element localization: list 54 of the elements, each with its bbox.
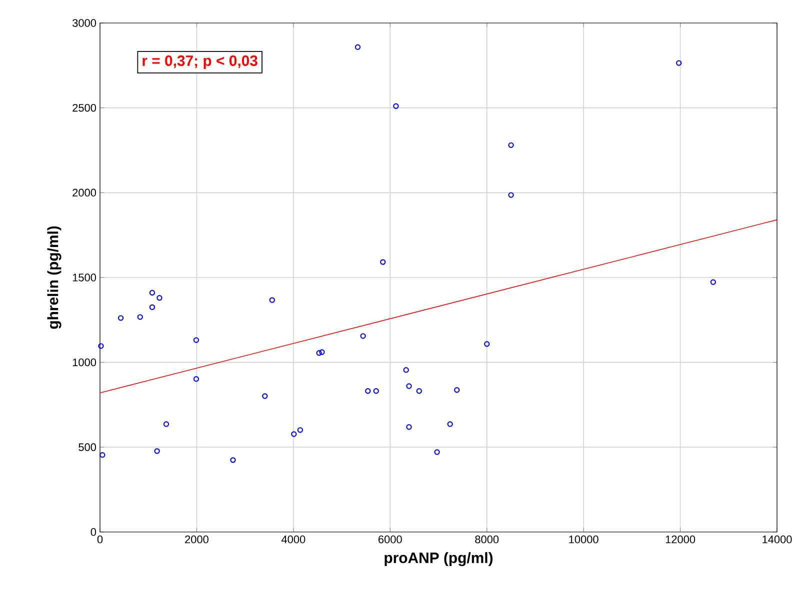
y-tick-label: 0 <box>90 528 96 536</box>
point <box>454 387 460 393</box>
point <box>360 333 366 339</box>
point <box>193 376 200 382</box>
x-tick-label: 8000 <box>475 536 499 544</box>
x-tick-label: 12000 <box>666 536 696 544</box>
y-tick-label: 1000 <box>72 358 96 366</box>
point <box>508 142 514 148</box>
point <box>484 341 490 347</box>
point <box>262 393 268 399</box>
point <box>447 421 453 427</box>
point <box>365 388 371 394</box>
y-tick-label: 2000 <box>72 188 96 197</box>
point <box>149 304 156 310</box>
point <box>319 349 325 355</box>
point <box>156 295 162 301</box>
point <box>100 452 106 458</box>
y-tick-label: 3000 <box>72 19 96 27</box>
y-tick-label: 1500 <box>72 274 96 282</box>
point <box>393 103 399 109</box>
point <box>137 314 143 320</box>
point <box>508 192 514 198</box>
x-tick-label: 6000 <box>378 536 402 544</box>
y-axis-title: ghrelin (pg/ml) <box>47 226 62 329</box>
point <box>406 383 412 389</box>
x-tick-label: 14000 <box>762 536 792 544</box>
x-tick-label: 0 <box>97 536 103 544</box>
point <box>230 457 236 463</box>
point <box>118 315 124 321</box>
point <box>316 350 322 356</box>
point <box>406 424 412 430</box>
annotation: r = 0,37; p < 0,03 <box>142 55 258 69</box>
x-tick-label: 4000 <box>281 536 306 544</box>
point <box>434 449 440 455</box>
x-tick-label: 2000 <box>185 536 208 544</box>
point <box>269 297 275 303</box>
point <box>710 279 716 285</box>
point <box>380 259 386 265</box>
y-tick-label: 2500 <box>72 104 96 112</box>
point <box>297 427 304 433</box>
point <box>354 44 361 50</box>
point <box>416 388 422 394</box>
point <box>193 337 200 343</box>
point <box>98 343 104 349</box>
point <box>373 388 379 394</box>
x-tick-label: 10000 <box>569 536 598 544</box>
point <box>149 290 156 296</box>
y-tick-label: 500 <box>78 443 96 452</box>
point <box>291 431 297 437</box>
x-axis-title: proANP (pg/ml) <box>384 552 493 566</box>
point <box>163 421 170 427</box>
point <box>403 367 409 373</box>
point <box>154 448 160 454</box>
point <box>676 60 682 66</box>
